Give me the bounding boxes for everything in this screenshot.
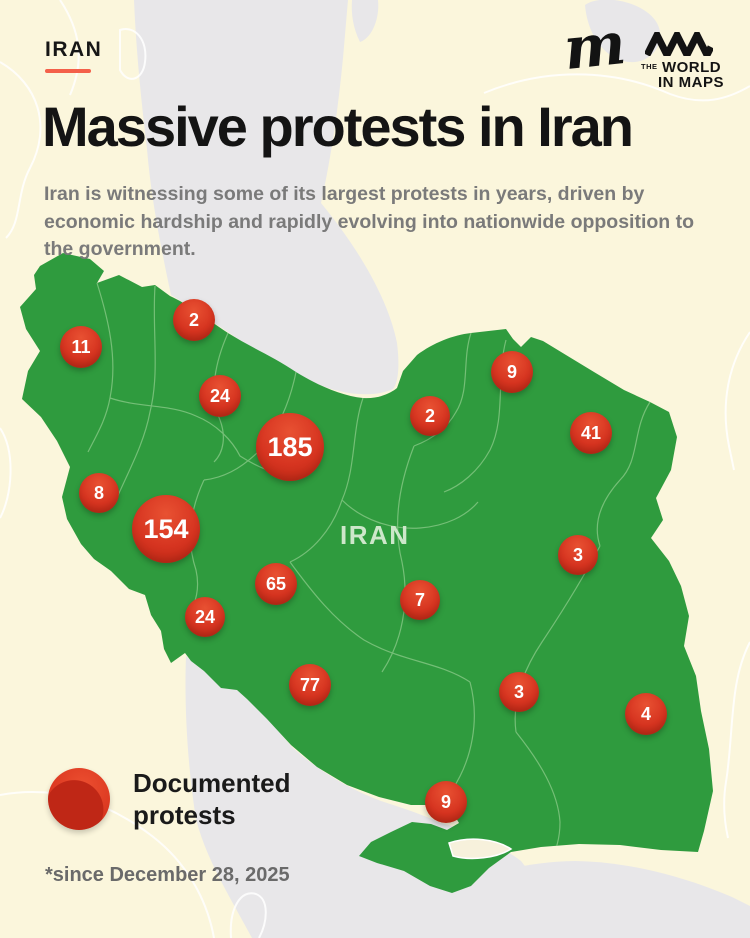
protest-marker: 154 — [132, 495, 200, 563]
map-country-label: IRAN — [340, 520, 410, 550]
protest-marker: 77 — [289, 664, 331, 706]
protest-marker: 7 — [400, 580, 440, 620]
protest-count: 8 — [93, 482, 104, 503]
gulf-of-oman — [455, 861, 750, 938]
kicker-label: IRAN — [45, 38, 103, 61]
protest-count: 41 — [580, 422, 602, 443]
protest-count: 154 — [143, 513, 189, 544]
protest-count: 11 — [71, 336, 91, 357]
caspian-sea — [134, 0, 399, 395]
protest-marker: 9 — [425, 781, 467, 823]
protest-count: 24 — [194, 606, 216, 627]
world-in-maps-logo: THE WORLD IN MAPS — [641, 32, 724, 90]
legend-label: Documented protests — [133, 768, 291, 830]
protest-marker: 2 — [410, 396, 450, 436]
page-title: Massive protests in Iran — [42, 95, 634, 158]
logo-world: WORLD — [661, 59, 722, 76]
protest-marker: 24 — [185, 597, 225, 637]
protest-count: 3 — [572, 544, 583, 565]
protest-count: 7 — [414, 589, 425, 610]
protest-count: 9 — [440, 791, 451, 812]
protest-count: 3 — [513, 681, 524, 702]
brand-logo: m THE WORLD IN MAPS — [560, 9, 724, 90]
protest-count: 9 — [506, 361, 517, 382]
aral-lake — [351, 0, 661, 63]
protest-marker: 24 — [199, 375, 241, 417]
protest-marker: 8 — [79, 473, 119, 513]
protest-count: 24 — [209, 385, 231, 406]
protest-count: 65 — [265, 573, 287, 594]
footnote: *since December 28, 2025 — [45, 864, 290, 886]
protest-count: 77 — [299, 674, 321, 695]
protest-count: 2 — [424, 405, 435, 426]
page-subtitle: Iran is witnessing some of its largest p… — [44, 183, 695, 261]
protest-marker: 3 — [499, 672, 539, 712]
legend-marker-icon — [48, 768, 110, 830]
logo-the: THE — [640, 62, 658, 71]
protest-marker: 65 — [255, 563, 297, 605]
protest-count: 4 — [640, 703, 651, 724]
logo-wordmark: THE WORLD IN MAPS — [641, 59, 724, 90]
protest-marker: 9 — [491, 351, 533, 393]
qeshm-island — [448, 838, 513, 860]
protest-marker: 11 — [60, 326, 102, 368]
protest-count: 2 — [188, 309, 199, 330]
protest-count: 185 — [267, 431, 313, 462]
protest-marker: 4 — [625, 693, 667, 735]
protest-marker: 2 — [173, 299, 215, 341]
protest-marker: 185 — [256, 413, 324, 481]
logo-in-maps: IN MAPS — [657, 74, 724, 91]
wm-zigzag-icon — [644, 32, 713, 56]
protest-marker: 3 — [558, 535, 598, 575]
protest-marker: 41 — [570, 412, 612, 454]
kicker-underline — [45, 69, 91, 73]
